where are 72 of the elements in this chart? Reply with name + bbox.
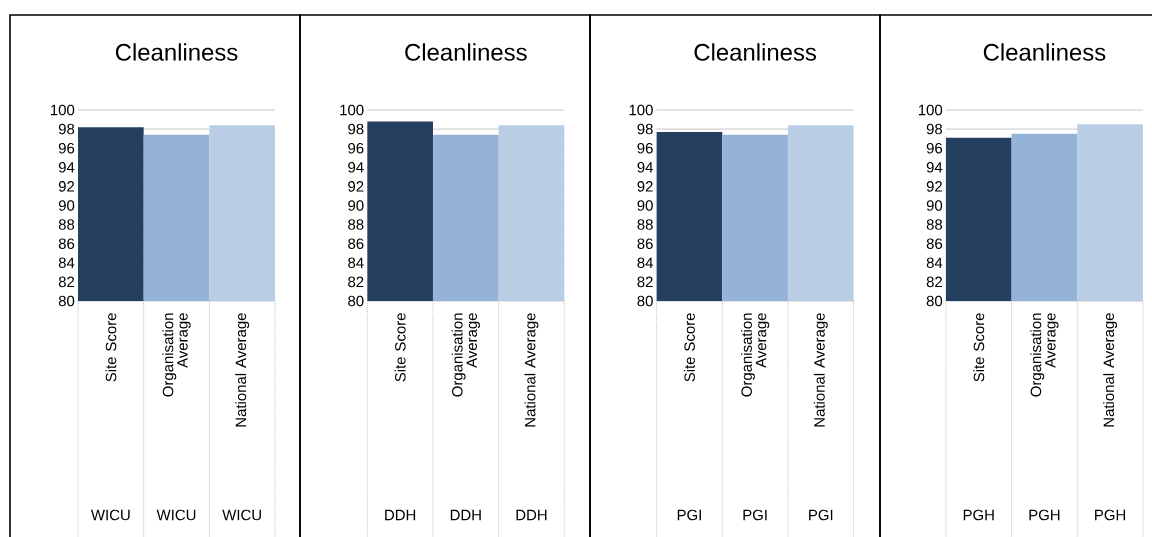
y-tick-label: 92 bbox=[637, 181, 653, 192]
x-tick-label: National Average bbox=[524, 313, 539, 427]
text: WICU bbox=[90, 509, 130, 521]
x-tick-label: Site Score bbox=[394, 313, 406, 382]
y-tick-label: 100 bbox=[629, 104, 653, 116]
y-tick-label: 100 bbox=[340, 104, 364, 116]
y-tick-label: 82 bbox=[926, 276, 942, 288]
y-tick-label: 100 bbox=[51, 104, 75, 116]
x-tick-label: National Average bbox=[1103, 313, 1118, 427]
text: WICU bbox=[156, 509, 196, 521]
x-tick-label: National Average bbox=[813, 313, 828, 427]
y-tick-label: 96 bbox=[637, 142, 653, 154]
y-tick-label: 92 bbox=[348, 181, 364, 192]
y-tick-label: 88 bbox=[58, 219, 75, 230]
y-tick-label: 82 bbox=[58, 276, 75, 288]
text: PGI bbox=[677, 509, 701, 521]
x-tick-label: Organisation Average bbox=[162, 313, 191, 397]
x-tick-label: Site Score bbox=[683, 313, 695, 382]
text: PGI bbox=[809, 509, 833, 521]
y-tick-label: 98 bbox=[348, 123, 364, 135]
y-tick-label: 80 bbox=[348, 295, 364, 307]
y-tick-label: 88 bbox=[926, 219, 943, 230]
y-tick-label: 84 bbox=[637, 257, 653, 269]
chart-title: Cleanliness bbox=[405, 43, 527, 61]
x-tick-label: Organisation Average bbox=[1030, 313, 1059, 397]
y-tick-label: 86 bbox=[637, 238, 653, 249]
y-tick-label: 94 bbox=[637, 161, 653, 173]
text: DDH bbox=[450, 509, 481, 521]
x-tick-label: Site Score bbox=[105, 313, 117, 382]
y-tick-label: 98 bbox=[58, 123, 75, 135]
text: PGH bbox=[1029, 509, 1060, 521]
y-tick-label: 94 bbox=[58, 161, 75, 173]
y-tick-label: 96 bbox=[926, 142, 943, 154]
y-tick-label: 86 bbox=[926, 238, 943, 249]
y-tick-label: 88 bbox=[637, 219, 653, 230]
y-tick-label: 98 bbox=[926, 123, 943, 135]
y-tick-label: 82 bbox=[637, 276, 653, 288]
y-tick-label: 80 bbox=[926, 295, 943, 307]
y-tick-label: 90 bbox=[348, 200, 364, 211]
y-tick-label: 92 bbox=[926, 181, 942, 192]
y-tick-label: 94 bbox=[348, 161, 364, 173]
x-tick-label: Site Score bbox=[973, 313, 985, 382]
x-tick-label: National Average bbox=[235, 313, 250, 427]
chart-title: Cleanliness bbox=[115, 43, 238, 61]
y-tick-label: 90 bbox=[58, 200, 75, 211]
y-tick-label: 90 bbox=[637, 200, 653, 211]
y-tick-label: 94 bbox=[926, 161, 943, 173]
y-tick-label: 84 bbox=[58, 257, 75, 269]
y-tick-label: 90 bbox=[926, 200, 943, 211]
text: WICU bbox=[222, 509, 261, 521]
y-tick-label: 96 bbox=[58, 142, 75, 154]
y-tick-label: 80 bbox=[58, 295, 75, 307]
x-tick-label: Organisation Average bbox=[740, 313, 770, 397]
text: PGH bbox=[1095, 509, 1126, 521]
y-tick-label: 84 bbox=[926, 257, 943, 269]
text: PGH bbox=[963, 509, 994, 521]
text: PGI bbox=[743, 509, 767, 521]
x-tick-label: Organisation Average bbox=[451, 313, 480, 397]
y-tick-label: 86 bbox=[348, 238, 364, 249]
text: DDH bbox=[516, 509, 547, 521]
y-tick-label: 82 bbox=[348, 276, 364, 288]
y-tick-label: 100 bbox=[918, 104, 943, 116]
y-tick-label: 80 bbox=[637, 295, 653, 307]
chart-title: Cleanliness bbox=[694, 43, 817, 61]
y-tick-label: 96 bbox=[348, 142, 364, 154]
y-tick-label: 98 bbox=[637, 123, 653, 135]
y-tick-label: 86 bbox=[58, 238, 75, 249]
y-tick-label: 88 bbox=[348, 219, 364, 230]
y-tick-label: 84 bbox=[348, 257, 364, 269]
chart-title: Cleanliness bbox=[983, 43, 1106, 61]
y-tick-label: 92 bbox=[58, 181, 75, 192]
text: DDH bbox=[385, 509, 416, 521]
